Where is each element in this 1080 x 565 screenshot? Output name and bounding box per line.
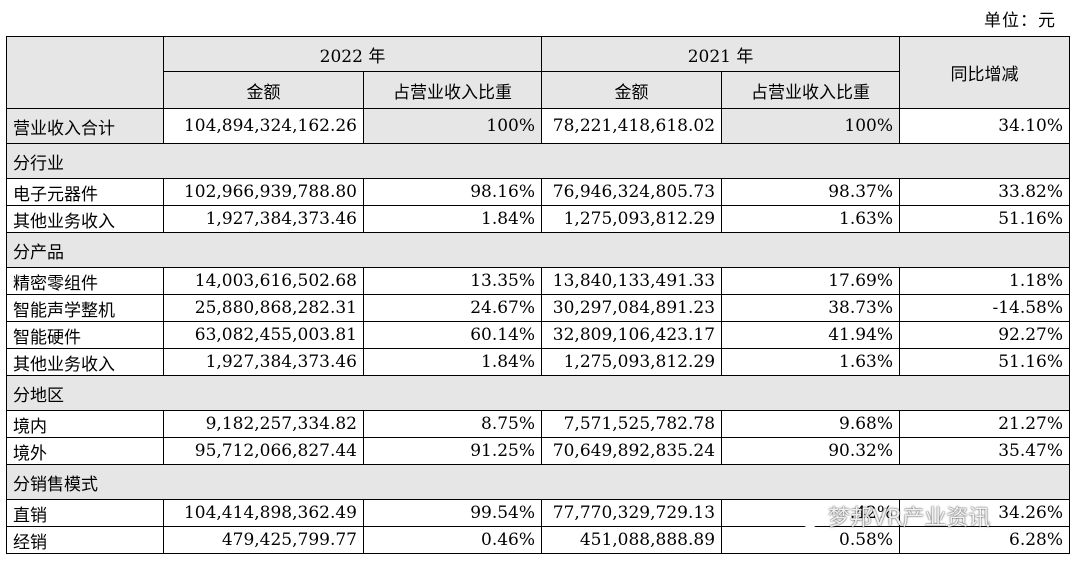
row-yoy: -14.58% <box>899 294 1071 322</box>
row-label: 经销 <box>6 526 164 554</box>
header-label-col <box>6 36 164 109</box>
row-ratio-2022: 8.75% <box>362 410 543 438</box>
row-label: 境内 <box>6 410 164 438</box>
row-label: 精密零组件 <box>6 267 164 295</box>
row-label: 境外 <box>6 437 164 465</box>
row-ratio-2021: 1.63% <box>721 205 901 233</box>
row-amt-2021: 77,770,329,729.13 <box>541 499 723 527</box>
table-row: 其他业务收入 1,927,384,373.46 1.84% 1,275,093,812… <box>6 348 1071 376</box>
revenue-table: 2022 年 2021 年 同比增减 金额 占营业收入比重 金额 占营业收入比重… <box>5 36 1071 554</box>
row-ratio-2022: 24.67% <box>362 294 543 322</box>
total-ratio-2022: 100% <box>362 108 543 144</box>
table-row: 境内 9,182,257,334.82 8.75% 7,571,525,782.78 9… <box>6 410 1071 438</box>
row-ratio-2021: 0.58% <box>721 526 901 554</box>
row-amt-2021: 13,840,133,491.33 <box>541 267 723 295</box>
row-amt-2021: 7,571,525,782.78 <box>541 410 723 438</box>
row-yoy: 33.82% <box>899 178 1071 206</box>
row-amt-2021: 76,946,324,805.73 <box>541 178 723 206</box>
total-ratio-2021: 100% <box>721 108 901 144</box>
row-ratio-2021: 98.37% <box>721 178 901 206</box>
section-title: 分产品 <box>5 232 1071 268</box>
section-title: 分行业 <box>5 143 1071 179</box>
row-ratio-2021: 41.94% <box>721 321 901 349</box>
table-row: 其他业务收入 1,927,384,373.46 1.84% 1,275,093,812… <box>6 205 1071 233</box>
section-row: 分行业 <box>5 143 1071 179</box>
section-row: 分销售模式 <box>5 464 1071 500</box>
row-ratio-2022: 91.25% <box>362 437 543 465</box>
total-yoy: 34.10% <box>899 108 1071 144</box>
row-ratio-2021: 17.69% <box>721 267 901 295</box>
section-row: 分产品 <box>5 232 1071 268</box>
header-year-2021: 2021 年 <box>541 36 901 72</box>
row-yoy: 51.16% <box>899 205 1071 233</box>
row-ratio-2022: 0.46% <box>362 526 543 554</box>
row-amt-2022: 479,425,799.77 <box>163 526 364 554</box>
header-yoy: 同比增减 <box>899 36 1071 109</box>
header-year-2022: 2022 年 <box>162 36 543 72</box>
table-row: 精密零组件 14,003,616,502.68 13.35% 13,840,133,4… <box>6 267 1071 295</box>
row-yoy: 1.18% <box>899 267 1071 295</box>
table-row: 经销 479,425,799.77 0.46% 451,088,888.89 0.58%… <box>6 526 1071 554</box>
row-ratio-2022: 1.84% <box>362 205 543 233</box>
total-amt-2021: 78,221,418,618.02 <box>541 108 723 144</box>
row-yoy: 34.26% <box>899 499 1071 527</box>
row-amt-2022: 1,927,384,373.46 <box>163 348 364 376</box>
row-amt-2021: 1,275,093,812.29 <box>541 348 723 376</box>
row-label: 智能声学整机 <box>6 294 164 322</box>
table-body: 营业收入合计 104,894,324,162.26 100% 78,221,41… <box>5 108 1071 554</box>
row-yoy: 21.27% <box>899 410 1071 438</box>
section-title: 分销售模式 <box>5 464 1071 500</box>
row-label: 智能硬件 <box>6 321 164 349</box>
row-amt-2022: 9,182,257,334.82 <box>163 410 364 438</box>
row-amt-2021: 32,809,106,423.17 <box>541 321 723 349</box>
section-row: 分地区 <box>5 375 1071 411</box>
table-row: 电子元器件 102,966,939,788.80 98.16% 76,946,324,… <box>6 178 1071 206</box>
row-yoy: 51.16% <box>899 348 1071 376</box>
row-label: 其他业务收入 <box>6 348 164 376</box>
row-amt-2021: 451,088,888.89 <box>541 526 723 554</box>
row-yoy: 92.27% <box>899 321 1071 349</box>
header-ratio-2021: 占营业收入比重 <box>721 71 901 109</box>
table-row: 境外 95,712,066,827.44 91.25% 70,649,892,835.… <box>6 437 1071 465</box>
header-amount-2022: 金额 <box>163 71 364 109</box>
row-amt-2022: 104,414,898,362.49 <box>163 499 364 527</box>
row-amt-2022: 95,712,066,827.44 <box>163 437 364 465</box>
row-amt-2022: 1,927,384,373.46 <box>163 205 364 233</box>
row-yoy: 35.47% <box>899 437 1071 465</box>
row-amt-2021: 1,275,093,812.29 <box>541 205 723 233</box>
table-row: 智能硬件 63,082,455,003.81 60.14% 32,809,106,42… <box>6 321 1071 349</box>
row-ratio-2021: .42% <box>721 499 901 527</box>
row-amt-2021: 70,649,892,835.24 <box>541 437 723 465</box>
row-amt-2022: 14,003,616,502.68 <box>163 267 364 295</box>
row-ratio-2022: 60.14% <box>362 321 543 349</box>
unit-label: 单位：元 <box>984 11 1056 31</box>
row-ratio-2022: 13.35% <box>362 267 543 295</box>
header-amount-2021: 金额 <box>541 71 723 109</box>
row-ratio-2021: 9.68% <box>721 410 901 438</box>
table-row: 智能声学整机 25,880,868,282.31 24.67% 30,297,084,… <box>6 294 1071 322</box>
row-amt-2022: 25,880,868,282.31 <box>163 294 364 322</box>
row-ratio-2022: 1.84% <box>362 348 543 376</box>
row-amt-2021: 30,297,084,891.23 <box>541 294 723 322</box>
total-label: 营业收入合计 <box>6 108 164 144</box>
row-ratio-2021: 90.32% <box>721 437 901 465</box>
row-yoy: 6.28% <box>899 526 1071 554</box>
header-ratio-2022: 占营业收入比重 <box>362 71 543 109</box>
row-ratio-2021: 1.63% <box>721 348 901 376</box>
total-amt-2022: 104,894,324,162.26 <box>163 108 364 144</box>
row-label: 其他业务收入 <box>6 205 164 233</box>
row-ratio-2022: 99.54% <box>362 499 543 527</box>
row-label: 直销 <box>6 499 164 527</box>
row-label: 电子元器件 <box>6 178 164 206</box>
row-amt-2022: 63,082,455,003.81 <box>163 321 364 349</box>
row-ratio-2021: 38.73% <box>721 294 901 322</box>
total-row: 营业收入合计 104,894,324,162.26 100% 78,221,41… <box>6 108 1071 144</box>
section-title: 分地区 <box>5 375 1071 411</box>
row-ratio-2022: 98.16% <box>362 178 543 206</box>
table-row: 直销 104,414,898,362.49 99.54% 77,770,329,729… <box>6 499 1071 527</box>
row-amt-2022: 102,966,939,788.80 <box>163 178 364 206</box>
